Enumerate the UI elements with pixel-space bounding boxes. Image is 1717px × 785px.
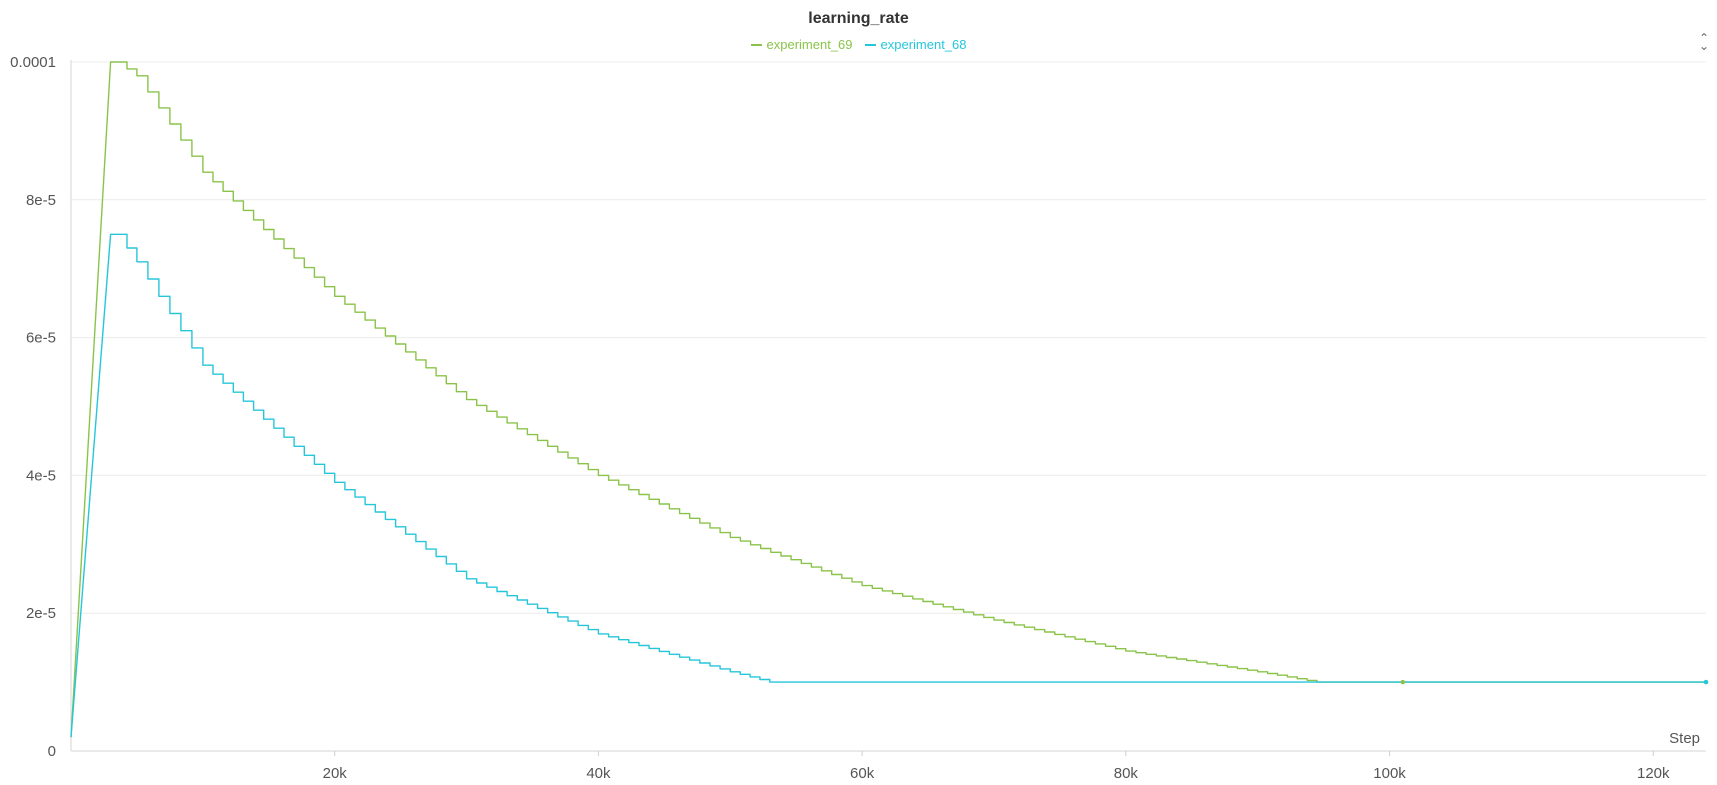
x-tick-label: 80k xyxy=(1114,765,1139,782)
x-tick-label: 60k xyxy=(850,765,875,782)
chart-title: learning_rate xyxy=(808,10,909,27)
legend-label-experiment-69: experiment_69 xyxy=(766,37,853,52)
x-tick-label: 40k xyxy=(586,765,611,782)
legend-swatch-experiment-69 xyxy=(750,43,762,46)
sort-toggle-icon[interactable]: ⌃ ⌄ xyxy=(1698,31,1709,53)
y-tick-label: 0 xyxy=(48,743,56,760)
y-tick-label: 2e-5 xyxy=(26,605,56,622)
legend-item-experiment-69[interactable]: experiment_69 xyxy=(750,37,853,52)
series-line-experiment-69 xyxy=(70,61,1706,738)
series-point-marker xyxy=(1400,679,1405,685)
x-axis-label: Step xyxy=(1669,730,1700,747)
x-tick-label: 100k xyxy=(1373,765,1406,782)
y-tick-label: 4e-5 xyxy=(26,467,56,484)
series-line-experiment-68 xyxy=(70,233,1706,738)
legend-label-experiment-68: experiment_68 xyxy=(880,37,967,52)
x-tick-label: 120k xyxy=(1637,765,1670,782)
legend-swatch-experiment-68 xyxy=(864,43,876,46)
y-tick-label: 8e-5 xyxy=(26,192,56,209)
y-tick-label: 6e-5 xyxy=(26,330,56,347)
y-tick-label: 0.0001 xyxy=(10,54,56,71)
legend: experiment_69 experiment_68 xyxy=(0,37,1717,52)
x-tick-label: 20k xyxy=(323,765,348,782)
series-end-point xyxy=(1703,679,1709,685)
legend-item-experiment-68[interactable]: experiment_68 xyxy=(864,37,967,52)
